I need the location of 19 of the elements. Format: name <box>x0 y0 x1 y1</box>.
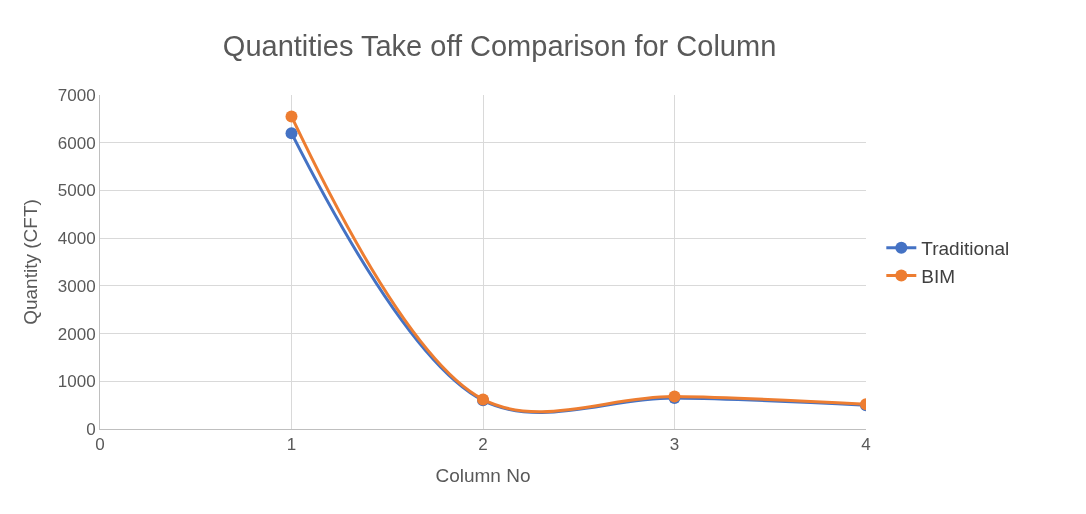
y-tick-label: 2000 <box>57 324 96 344</box>
x-tick-label: 1 <box>286 435 297 455</box>
y-tick-label: 6000 <box>57 133 96 153</box>
x-tick-label: 3 <box>669 435 680 455</box>
point <box>285 110 298 123</box>
x-axis-title: Column No <box>435 465 531 487</box>
chart-title: Quantities Take off Comparison for Column <box>222 30 777 63</box>
y-tick-label: 4000 <box>57 229 96 249</box>
x-tick-label: 2 <box>478 435 488 455</box>
legend-label: Traditional <box>921 238 1010 260</box>
point <box>285 127 298 140</box>
y-tick-label: 0 <box>86 419 96 439</box>
y-tick-label: 3000 <box>57 276 96 296</box>
x-tick-label: 4 <box>861 435 871 455</box>
y-tick-label: 5000 <box>57 181 96 201</box>
y-tick-label: 7000 <box>57 85 96 105</box>
y-axis-title: Quantity (CFT) <box>19 199 41 325</box>
y-tick-label: 1000 <box>57 372 96 392</box>
legend-label: BIM <box>921 265 956 287</box>
